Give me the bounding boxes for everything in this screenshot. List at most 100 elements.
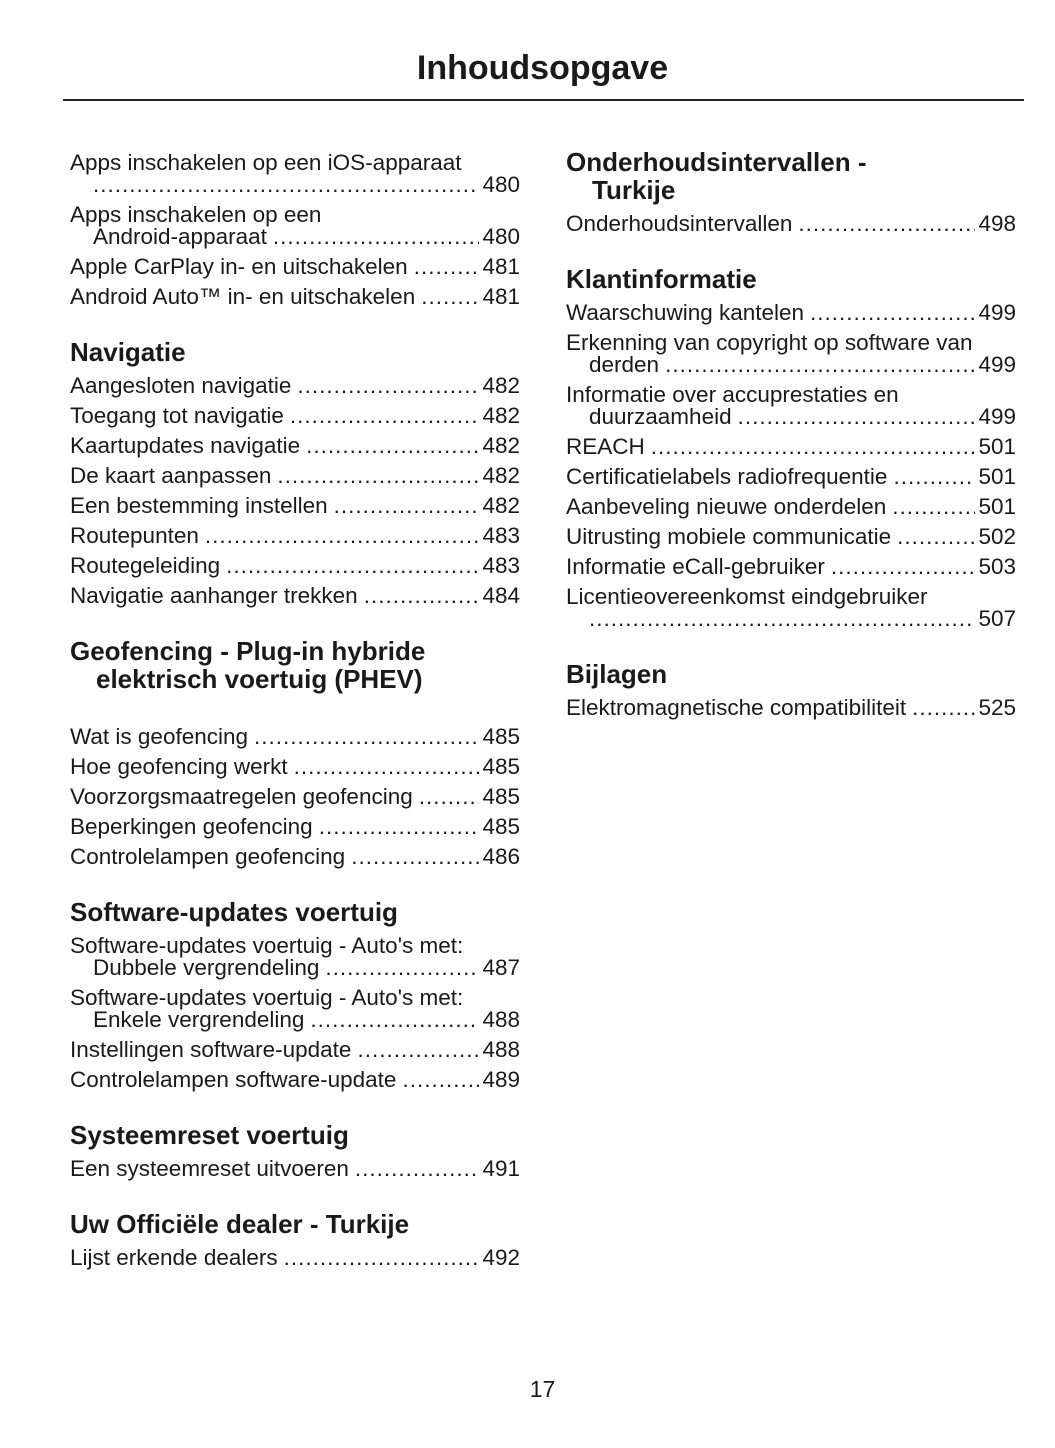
toc-entry-page: 480 <box>482 172 520 197</box>
leader-dots <box>277 465 479 487</box>
section-heading-text: Klantinformatie <box>566 264 757 294</box>
toc-entry-title: Onderhoudsintervallen <box>566 211 793 236</box>
toc-left-column: Apps inschakelen op een iOS-apparaat480A… <box>70 148 520 1273</box>
toc-entry[interactable]: Android Auto™ in- en uitschakelen 481 <box>70 282 520 312</box>
page-title: Inhoudsopgave <box>416 49 669 87</box>
toc-entry-page: 492 <box>482 1245 520 1270</box>
toc-entry-continuation: Android-apparaat <box>93 224 267 249</box>
toc-entry[interactable]: Uitrusting mobiele communicatie 502 <box>566 522 1016 552</box>
toc-entry[interactable]: Toegang tot navigatie 482 <box>70 401 520 431</box>
toc-entry-title: Een systeemreset uitvoeren <box>70 1156 349 1181</box>
toc-entry[interactable]: Beperkingen geofencing 485 <box>70 812 520 842</box>
toc-entry[interactable]: Elektromagnetische compatibiliteit 525 <box>566 693 1016 723</box>
toc-entry-page: 507 <box>978 606 1016 631</box>
leader-dots <box>297 375 479 397</box>
leader-dots <box>294 756 480 778</box>
leader-dots <box>310 1009 479 1031</box>
section-heading: Navigatie <box>70 338 520 366</box>
toc-entry-line: Hoe geofencing werkt 485 <box>70 754 520 779</box>
toc-entry-page: 484 <box>482 583 520 608</box>
toc-entry-page: 525 <box>978 695 1016 720</box>
toc-entry-line: Apple CarPlay in- en uitschakelen 481 <box>70 255 520 278</box>
leader-dots <box>306 435 479 457</box>
toc-entry-leader-line: 507 <box>566 606 1016 631</box>
toc-entry-page: 483 <box>482 523 520 548</box>
toc-entry[interactable]: Aangesloten navigatie 482 <box>70 371 520 401</box>
toc-entry[interactable]: Voorzorgsmaatregelen geofencing 485 <box>70 782 520 812</box>
section-heading-text: Uw Officiële dealer - Turkije <box>70 1209 410 1239</box>
toc-entry-title: Toegang tot navigatie <box>70 403 284 428</box>
toc-entry-page: 501 <box>978 464 1016 489</box>
toc-entry[interactable]: Apps inschakelen op een iOS-apparaat 480 <box>70 148 520 200</box>
toc-entry[interactable]: De kaart aanpassen 482 <box>70 461 520 491</box>
leader-dots <box>284 1247 480 1269</box>
toc-entry[interactable]: Certificatielabels radiofrequentie 501 <box>566 462 1016 492</box>
leader-dots <box>414 256 480 278</box>
toc-entry[interactable]: Routegeleiding 483 <box>70 551 520 581</box>
toc-entry-line: Navigatie aanhanger trekken 484 <box>70 583 520 608</box>
toc-entry-line: Uitrusting mobiele communicatie 502 <box>566 524 1016 549</box>
toc-entry-page: 483 <box>482 553 520 578</box>
toc-entry-page: 499 <box>978 300 1016 325</box>
toc-entry[interactable]: Licentieovereenkomst eindgebruiker 507 <box>566 582 1016 634</box>
toc-entry-title: Aanbeveling nieuwe onderdelen <box>566 494 887 519</box>
toc-entry[interactable]: Hoe geofencing werkt 485 <box>70 752 520 782</box>
toc-entry[interactable]: Waarschuwing kantelen 499 <box>566 298 1016 328</box>
toc-entry[interactable]: Routepunten 483 <box>70 521 520 551</box>
leader-dots <box>319 816 480 838</box>
toc-entry[interactable]: Een systeemreset uitvoeren 491 <box>70 1154 520 1184</box>
toc-entry-leader-line: Dubbele vergrendeling 487 <box>70 955 520 980</box>
toc-entry-title: Uitrusting mobiele communicatie <box>566 524 892 549</box>
leader-dots <box>421 286 479 308</box>
toc-entry-leader-line: Enkele vergrendeling 488 <box>70 1008 520 1031</box>
toc-entry[interactable]: Kaartupdates navigatie 482 <box>70 431 520 461</box>
toc-entry-title: REACH <box>566 434 645 459</box>
toc-entry[interactable]: Instellingen software-update 488 <box>70 1035 520 1065</box>
section-heading: Software-updates voertuig <box>70 898 520 926</box>
toc-entry-line: Lijst erkende dealers 492 <box>70 1245 520 1270</box>
section-heading: Klantinformatie <box>566 265 1016 293</box>
toc-entry-title: Informatie over accuprestaties en <box>566 382 899 407</box>
toc-entry-line: Wat is geofencing 485 <box>70 725 520 748</box>
toc-entry[interactable]: Aanbeveling nieuwe onderdelen 501 <box>566 492 1016 522</box>
toc-entry-leader-line: Android-apparaat 480 <box>70 224 520 249</box>
toc-entry-page: 485 <box>482 754 520 779</box>
toc-entry[interactable]: Lijst erkende dealers 492 <box>70 1243 520 1273</box>
toc-entry-continuation: Dubbele vergrendeling <box>93 955 320 980</box>
toc-entry[interactable]: Wat is geofencing 485 <box>70 722 520 752</box>
section-heading-text: Bijlagen <box>566 659 668 689</box>
toc-entry-line: Routepunten 483 <box>70 523 520 548</box>
toc-entry[interactable]: Onderhoudsintervallen 498 <box>566 209 1016 239</box>
toc-entry[interactable]: REACH 501 <box>566 432 1016 462</box>
toc-entry-title: Een bestemming instellen <box>70 493 328 518</box>
leader-dots <box>798 213 975 235</box>
toc-entry-continuation: derden <box>589 352 660 377</box>
toc-entry-title: Beperkingen geofencing <box>70 814 313 839</box>
section-heading-text: Systeemreset voertuig <box>70 1120 349 1150</box>
toc-entry[interactable]: Erkenning van copyright op software van d… <box>566 328 1016 380</box>
section-heading-text: Onderhoudsintervallen - <box>566 147 867 177</box>
toc-entry[interactable]: Controlelampen geofencing 486 <box>70 842 520 872</box>
toc-entry[interactable]: Een bestemming instellen 482 <box>70 491 520 521</box>
leader-dots <box>357 1039 479 1061</box>
toc-entry-page: 482 <box>482 463 520 488</box>
toc-entry-line: Voorzorgsmaatregelen geofencing 485 <box>70 785 520 808</box>
toc-entry[interactable]: Informatie eCall-gebruiker 503 <box>566 552 1016 582</box>
toc-entry-line: Informatie eCall-gebruiker 503 <box>566 555 1016 578</box>
toc-entry[interactable]: Software-updates voertuig - Auto's met: E… <box>70 983 520 1035</box>
section-heading-text: Navigatie <box>70 337 186 367</box>
toc-entry-line: Certificatielabels radiofrequentie 501 <box>566 464 1016 489</box>
toc-entry[interactable]: Apple CarPlay in- en uitschakelen 481 <box>70 252 520 282</box>
toc-entry[interactable]: Software-updates voertuig - Auto's met: D… <box>70 931 520 983</box>
toc-entry-line: Waarschuwing kantelen 499 <box>566 300 1016 325</box>
section-heading-text: Geofencing - Plug-in hybride <box>70 636 426 666</box>
toc-entry[interactable]: Navigatie aanhanger trekken 484 <box>70 581 520 611</box>
toc-entry-line: Toegang tot navigatie 482 <box>70 403 520 428</box>
section-heading: Geofencing - Plug-in hybride elektrisch v… <box>70 637 520 693</box>
toc-entry[interactable]: Controlelampen software-update 489 <box>70 1065 520 1095</box>
toc-entry-page: 489 <box>482 1067 520 1092</box>
leader-dots <box>897 526 975 548</box>
toc-entry[interactable]: Informatie over accuprestaties en duurzaa… <box>566 380 1016 432</box>
toc-entry-continuation: duurzaamheid <box>589 404 732 429</box>
